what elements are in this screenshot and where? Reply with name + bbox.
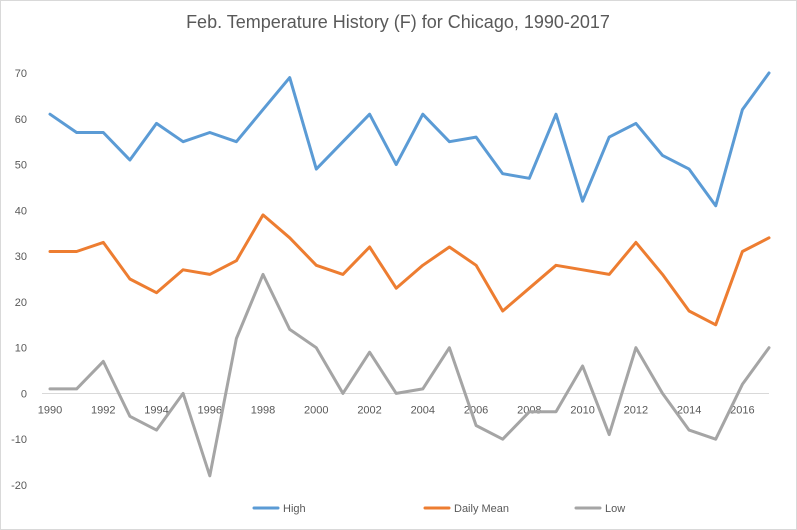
- x-tick-label: 1996: [198, 404, 222, 416]
- y-tick-label: 50: [15, 160, 27, 172]
- legend-label: Daily Mean: [454, 503, 509, 515]
- y-tick-label: 20: [15, 297, 27, 309]
- y-tick-label: 40: [15, 205, 27, 217]
- x-tick-label: 2014: [677, 404, 701, 416]
- x-tick-label: 2000: [304, 404, 328, 416]
- legend-item-high: High: [252, 503, 306, 515]
- series-line-high: [48, 71, 771, 208]
- y-tick-label: 0: [21, 388, 27, 400]
- y-tick-label: -20: [11, 480, 27, 492]
- legend-label: Low: [605, 503, 625, 515]
- x-tick-label: 2016: [730, 404, 754, 416]
- legend-item-daily-mean: Daily Mean: [423, 503, 509, 515]
- x-axis-tick-labels: 1990 1992 1994 1996 1998 2000 2002 2004 2006 2008…: [38, 404, 755, 416]
- x-tick-label: 2002: [357, 404, 381, 416]
- series-line-daily-mean: [48, 213, 771, 327]
- series-lines: [48, 71, 771, 478]
- legend-label: High: [283, 503, 306, 515]
- chart-title: Feb. Temperature History (F) for Chicago…: [186, 12, 610, 32]
- legend-item-low: Low: [574, 503, 625, 515]
- x-tick-label: 1998: [251, 404, 275, 416]
- x-tick-label: 1992: [91, 404, 115, 416]
- series-line-low: [48, 272, 771, 478]
- x-tick-label: 2012: [624, 404, 648, 416]
- y-axis-tick-labels: 70 60 50 40 30 20 10 0 -10 -20: [11, 68, 27, 492]
- x-tick-label: 2010: [570, 404, 594, 416]
- x-tick-label: 1990: [38, 404, 62, 416]
- y-tick-label: -10: [11, 434, 27, 446]
- x-tick-label: 2006: [464, 404, 488, 416]
- y-tick-label: 70: [15, 68, 27, 80]
- x-tick-label: 2004: [411, 404, 435, 416]
- legend: High Daily Mean Low: [252, 503, 625, 515]
- y-tick-label: 30: [15, 251, 27, 263]
- x-tick-label: 1994: [144, 404, 168, 416]
- y-tick-label: 60: [15, 114, 27, 126]
- y-tick-label: 10: [15, 343, 27, 355]
